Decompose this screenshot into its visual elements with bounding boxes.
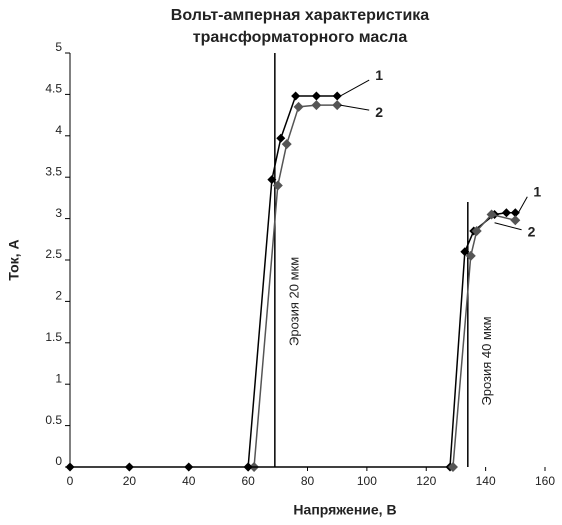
y-axis-label: Ток, А [6, 239, 22, 280]
y-tick-label: 4.5 [45, 82, 62, 96]
erosion-label: Эрозия 20 мкм [286, 257, 301, 346]
marker [124, 462, 134, 472]
x-tick-label: 140 [476, 474, 496, 488]
y-tick-label: 0.5 [45, 413, 62, 427]
x-tick-label: 120 [416, 474, 436, 488]
annotation-arrow [494, 222, 522, 231]
marker [293, 101, 304, 112]
marker [471, 226, 482, 237]
marker [465, 250, 476, 261]
y-tick-label: 4 [55, 123, 62, 137]
marker [311, 91, 321, 101]
x-tick-label: 0 [67, 474, 74, 488]
chart-title: Вольт-амперная характеристика [171, 7, 430, 24]
annotation-arrow [339, 79, 370, 97]
y-tick-label: 0 [55, 454, 62, 468]
annotation: 1 [533, 184, 541, 200]
annotation-arrow [517, 196, 528, 214]
marker [281, 139, 292, 150]
marker [272, 180, 283, 191]
marker [510, 208, 520, 218]
annotation: 2 [528, 223, 536, 239]
marker [276, 133, 286, 143]
x-axis-label: Напряжение, В [293, 502, 396, 518]
y-tick-label: 3.5 [45, 164, 62, 178]
marker [501, 208, 511, 218]
marker [447, 462, 458, 472]
marker [332, 91, 342, 101]
chart-title: трансформаторного масла [193, 29, 408, 46]
x-tick-label: 60 [241, 474, 255, 488]
x-tick-label: 160 [535, 474, 555, 488]
annotation-arrow [340, 104, 370, 111]
annotation: 2 [375, 104, 383, 120]
y-tick-label: 5 [55, 40, 62, 54]
x-tick-label: 80 [301, 474, 315, 488]
erosion-label: Эрозия 40 мкм [479, 316, 494, 405]
marker [510, 215, 521, 226]
marker [65, 462, 75, 472]
marker [486, 209, 497, 220]
x-tick-label: 40 [182, 474, 196, 488]
marker [267, 175, 277, 185]
marker [332, 100, 343, 111]
marker [291, 91, 301, 101]
x-tick-label: 100 [357, 474, 377, 488]
marker [243, 462, 253, 472]
y-tick-label: 1.5 [45, 330, 62, 344]
marker [311, 100, 322, 111]
y-tick-label: 2.5 [45, 247, 62, 261]
annotation: 1 [375, 67, 383, 83]
marker [460, 247, 470, 257]
y-tick-label: 2 [55, 289, 62, 303]
y-tick-label: 3 [55, 206, 62, 220]
y-tick-label: 1 [55, 371, 62, 385]
x-tick-label: 20 [123, 474, 137, 488]
marker [184, 462, 194, 472]
